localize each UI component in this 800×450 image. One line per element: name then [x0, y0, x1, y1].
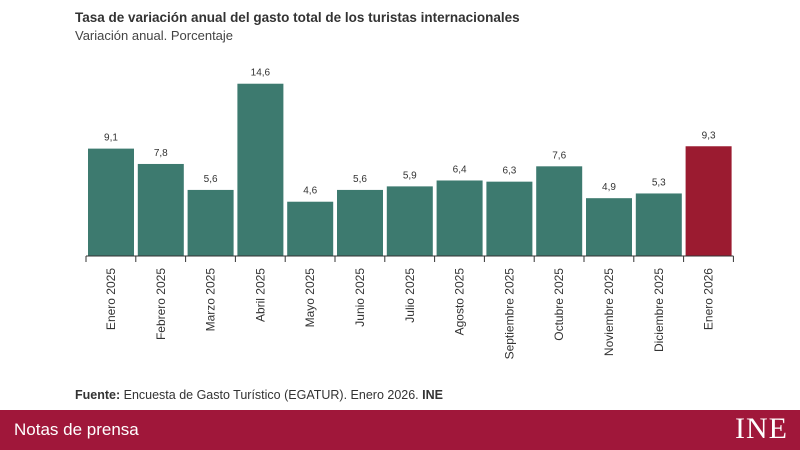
- data-label-8: 6,4: [453, 164, 467, 175]
- bar-1: [88, 148, 134, 256]
- bar-3: [187, 189, 234, 256]
- bar-11: [586, 198, 632, 256]
- bar-7: [386, 186, 433, 256]
- footer-bar: Notas de prensa INE: [0, 410, 800, 450]
- source-label: Fuente:: [75, 388, 121, 402]
- bar-6: [337, 189, 383, 256]
- data-label-7: 5,9: [403, 170, 417, 181]
- data-label-11: 4,9: [602, 182, 616, 193]
- data-label-13: 9,3: [702, 130, 716, 141]
- bar-5: [287, 201, 334, 256]
- data-label-5: 4,6: [303, 186, 317, 197]
- x-tick-label-6: Junio 2025: [353, 268, 367, 327]
- data-label-12: 5,3: [652, 177, 666, 188]
- ine-logo: INE: [735, 412, 788, 445]
- x-tick-label-13: Enero 2026: [702, 268, 716, 330]
- x-tick-label-10: Octubre 2025: [552, 268, 566, 341]
- footer-label: Notas de prensa: [14, 420, 139, 439]
- bar-2: [137, 163, 184, 256]
- x-tick-label-11: Noviembre 2025: [602, 268, 616, 356]
- chart-title: Tasa de variación anual del gasto total …: [75, 10, 520, 25]
- x-tick-label-4: Abril 2025: [253, 268, 267, 322]
- x-tick-label-1: Enero 2025: [104, 268, 118, 330]
- bar-13: [685, 146, 732, 256]
- source-note: Fuente: Encuesta de Gasto Turístico (EGA…: [75, 388, 443, 402]
- data-label-4: 14,6: [251, 68, 271, 79]
- data-label-3: 5,6: [204, 174, 218, 185]
- data-label-10: 7,6: [552, 150, 566, 161]
- x-tick-label-7: Julio 2025: [403, 268, 417, 323]
- x-tick-label-3: Marzo 2025: [204, 268, 218, 332]
- x-tick-label-12: Diciembre 2025: [652, 268, 666, 352]
- bar-12: [635, 193, 682, 256]
- x-tick-label-5: Mayo 2025: [303, 268, 317, 328]
- bar-10: [536, 166, 583, 256]
- data-label-1: 9,1: [104, 133, 118, 144]
- data-label-6: 5,6: [353, 174, 367, 185]
- chart-subtitle: Variación anual. Porcentaje: [75, 28, 234, 43]
- bar-4: [237, 83, 284, 256]
- bar-9: [486, 181, 533, 256]
- bar-8: [436, 180, 483, 256]
- data-label-9: 6,3: [502, 166, 516, 177]
- source-text: Encuesta de Gasto Turístico (EGATUR). En…: [120, 388, 423, 402]
- x-tick-label-9: Septiembre 2025: [502, 268, 516, 360]
- bar-chart: 9,1 Enero 2025 7,8 Febrero 2025 5,6 Marzo 202…: [85, 68, 734, 360]
- data-label-2: 7,8: [154, 148, 168, 159]
- x-tick-label-8: Agosto 2025: [453, 268, 467, 336]
- x-tick-label-2: Febrero 2025: [154, 268, 168, 340]
- source-org: INE: [422, 388, 443, 402]
